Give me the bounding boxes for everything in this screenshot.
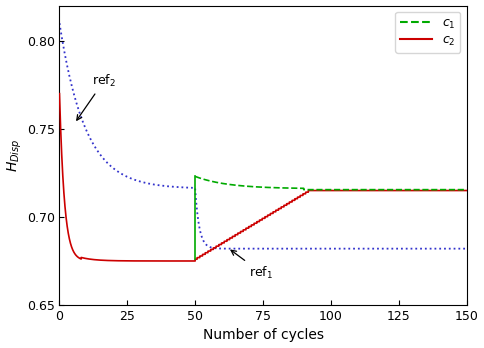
Legend: $c_1$, $c_2$: $c_1$, $c_2$ bbox=[395, 12, 460, 53]
Y-axis label: $H_{Disp}$: $H_{Disp}$ bbox=[5, 139, 24, 172]
Text: ref$_1$: ref$_1$ bbox=[231, 250, 273, 281]
X-axis label: Number of cycles: Number of cycles bbox=[202, 329, 323, 342]
Text: ref$_2$: ref$_2$ bbox=[77, 73, 116, 120]
